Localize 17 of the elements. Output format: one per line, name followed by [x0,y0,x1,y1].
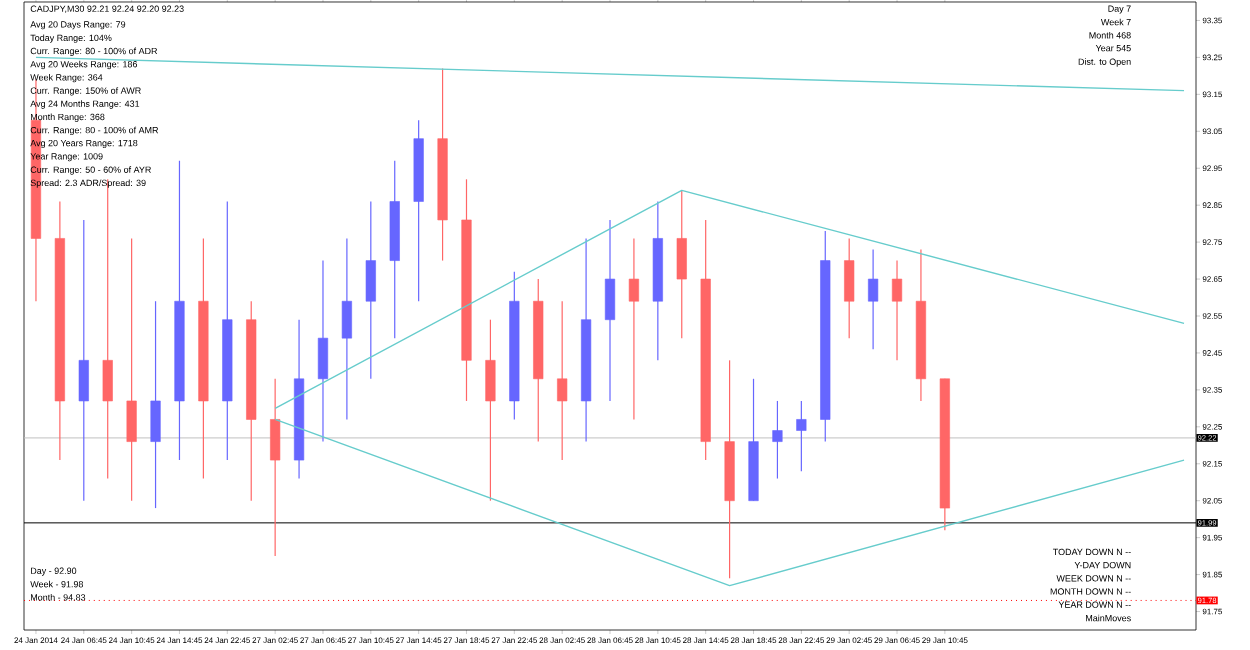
candlestick [126,237,137,502]
candlestick [557,300,568,461]
candlestick [844,237,855,339]
candlestick [772,400,783,480]
candlestick [78,219,89,502]
candlestick [150,300,161,509]
candlestick [604,219,616,402]
candlestick [365,200,376,380]
candlestick [796,400,807,472]
candlestick [868,248,879,350]
candlestick [676,189,687,339]
candlestick [341,237,352,421]
candlestick [628,237,639,421]
candlestick [317,259,329,443]
candlestick [891,259,903,361]
candlestick [485,319,496,502]
candlestick [270,378,281,557]
